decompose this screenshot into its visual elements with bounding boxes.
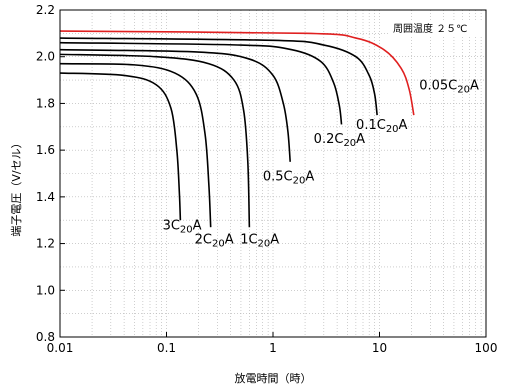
series-line-0-1c20a (59, 37, 378, 116)
series-line-1c20a (59, 53, 251, 228)
x-axis-title: 放電時間（時） (235, 371, 312, 385)
series-label-1c20a: 1C20A (240, 233, 279, 250)
y-tick-label: 0.8 (36, 330, 55, 344)
series-label-2c20a: 2C20A (195, 233, 234, 250)
series-line-0-2c20a (59, 41, 343, 125)
series-lines (59, 30, 415, 228)
series-label-0-05c20a: 0.05C20A (419, 78, 479, 95)
y-tick-label: 2.2 (36, 3, 55, 17)
y-tick-label: 1.6 (36, 143, 55, 157)
x-tick-label: 10 (372, 341, 387, 355)
y-tick-label: 2.0 (36, 50, 55, 64)
ambient-temperature-note: 周囲温度 ２５℃ (390, 20, 485, 36)
series-label-0-2c20a: 0.2C20A (314, 132, 366, 149)
note-text: 周囲温度 ２５℃ (393, 22, 467, 35)
y-tick-label: 1.8 (36, 96, 55, 110)
y-tick-label: 1.2 (36, 237, 55, 251)
series-label-0-5c20a: 0.5C20A (263, 170, 315, 187)
series-line-0-5c20a (59, 48, 291, 162)
series-line-0-05c20a (59, 30, 415, 116)
x-tick-label: 1 (269, 341, 277, 355)
y-tick-label: 1.0 (36, 283, 55, 297)
series-label-3c20a: 3C20A (163, 219, 202, 236)
y-axis-title: 端子電圧（V/セル） (10, 137, 23, 236)
x-tick-label: 0.1 (157, 341, 176, 355)
y-tick-label: 1.4 (36, 190, 55, 204)
axes: 0.01 0.1 1 10 100 0.8 1.0 1.2 1.4 1.6 1.8 2.0 2.2 (36, 3, 498, 355)
x-tick-label: 0.01 (47, 341, 74, 355)
series-line-3c20a (59, 72, 182, 221)
series-label-0-1c20a: 0.1C20A (356, 118, 408, 135)
series-line-2c20a (59, 62, 212, 228)
x-tick-label: 100 (475, 341, 498, 355)
